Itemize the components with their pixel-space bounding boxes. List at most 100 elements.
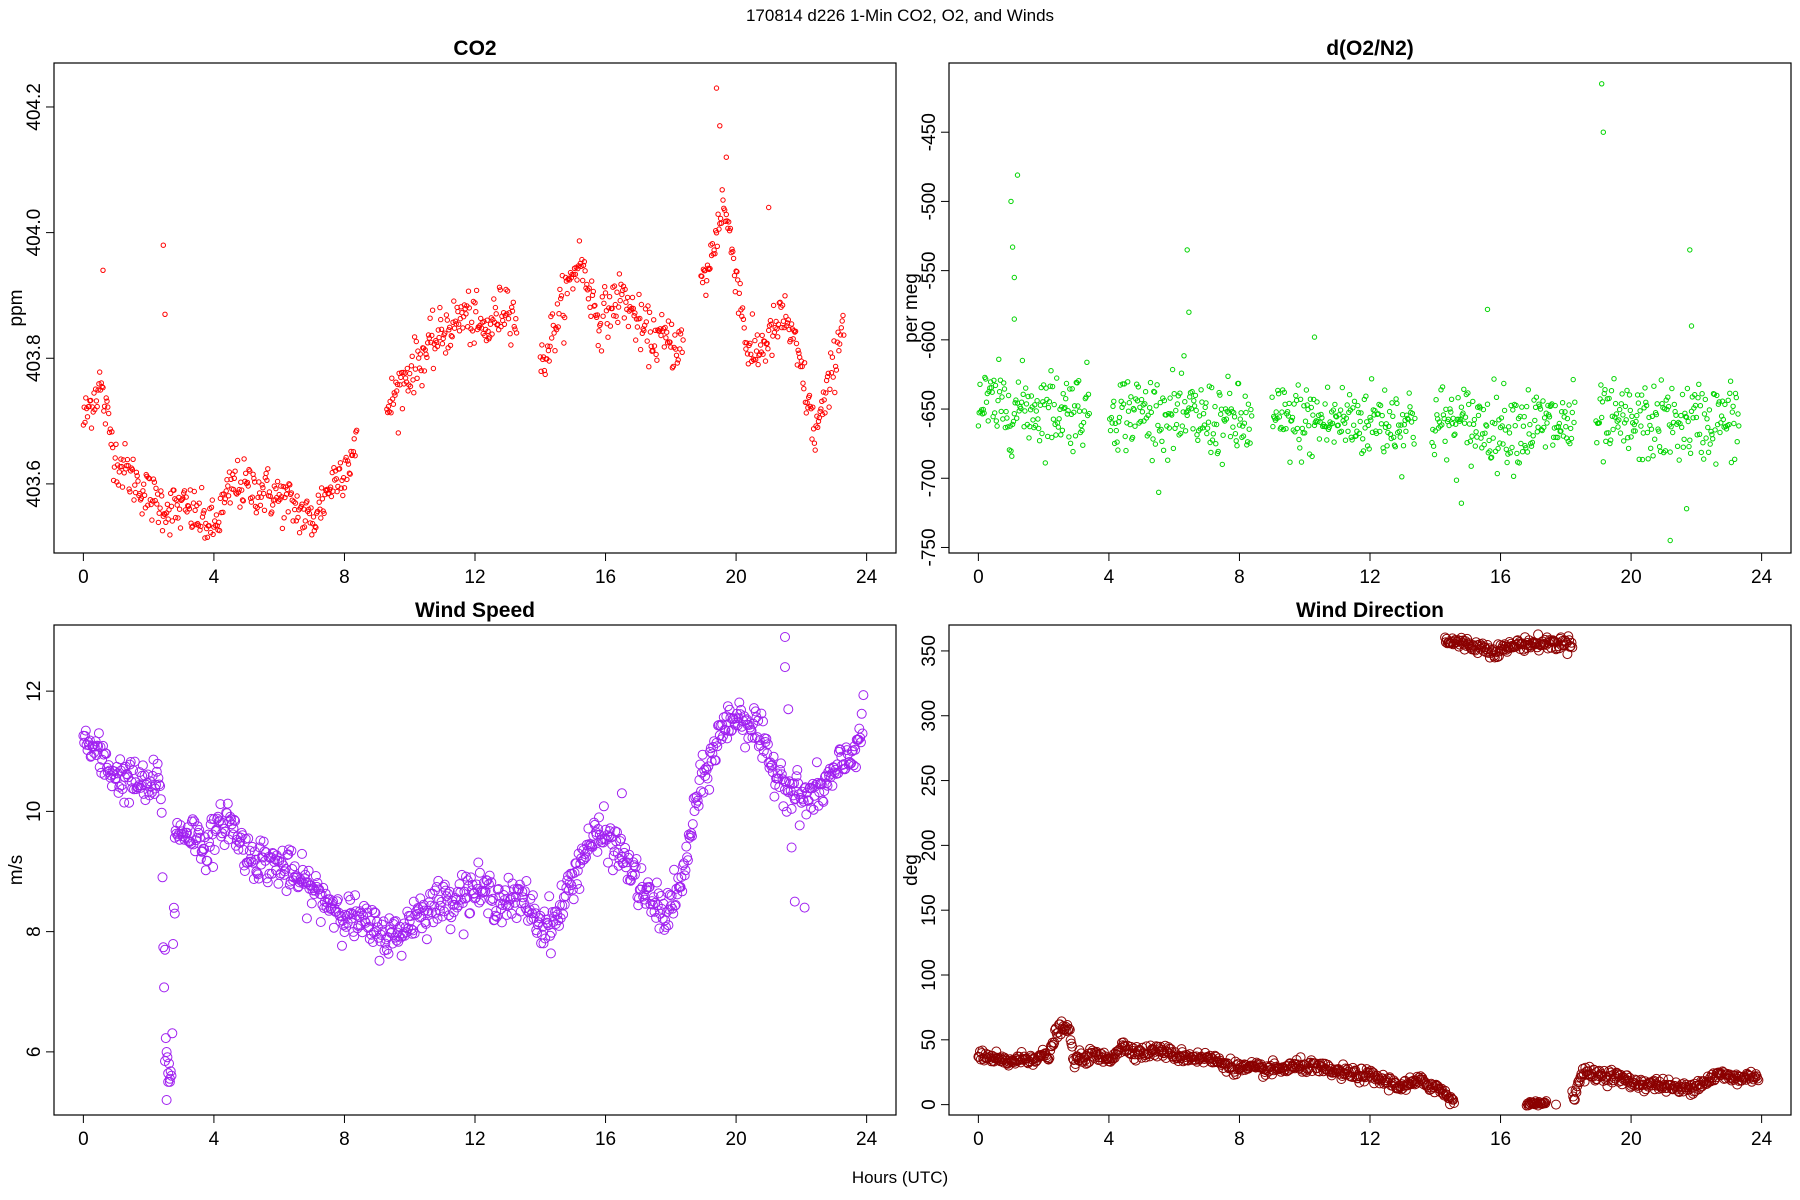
data-point — [664, 329, 670, 335]
data-point — [637, 315, 643, 322]
data-point — [606, 294, 613, 300]
data-point — [333, 476, 339, 482]
data-point — [1245, 401, 1252, 407]
y-tick-label: 350 — [919, 635, 940, 667]
data-point — [1111, 398, 1117, 404]
data-point — [415, 348, 421, 354]
y-tick-label: -550 — [919, 252, 940, 290]
data-point — [1600, 129, 1607, 135]
data-point — [1697, 403, 1704, 409]
data-point — [834, 744, 845, 755]
data-point — [1132, 423, 1138, 429]
data-point — [545, 948, 556, 959]
data-point — [547, 343, 553, 349]
data-point — [1733, 394, 1740, 401]
data-point — [264, 477, 270, 483]
data-point — [225, 493, 232, 499]
data-point — [833, 367, 840, 373]
data-point — [122, 441, 128, 447]
data-point — [496, 284, 503, 290]
data-point — [471, 879, 482, 890]
data-point — [616, 788, 627, 799]
data-point — [253, 869, 263, 880]
data-point — [233, 844, 244, 855]
data-point — [408, 363, 415, 369]
data-point — [1661, 406, 1668, 412]
data-point — [592, 302, 598, 309]
data-point — [1726, 421, 1732, 428]
data-point — [130, 777, 141, 788]
data-point — [244, 479, 251, 486]
data-point — [546, 927, 557, 938]
data-point — [295, 514, 301, 521]
data-point — [1525, 387, 1532, 393]
data-point — [611, 283, 618, 289]
data-point — [312, 878, 323, 888]
data-point — [1151, 389, 1158, 395]
data-point — [1430, 443, 1437, 449]
data-point — [425, 340, 431, 346]
data-point — [1520, 423, 1527, 429]
data-point — [1728, 459, 1735, 466]
data-point — [1280, 426, 1287, 433]
data-point — [396, 950, 407, 961]
data-point — [1604, 1066, 1615, 1077]
data-point — [1116, 414, 1123, 421]
data-point — [1279, 409, 1285, 415]
data-point — [1203, 400, 1209, 406]
data-point — [1598, 382, 1604, 388]
data-point — [765, 757, 776, 768]
data-point — [1046, 399, 1053, 405]
data-point — [1204, 425, 1211, 431]
data-point — [490, 910, 501, 921]
data-point — [366, 929, 377, 940]
data-point — [352, 453, 358, 459]
data-point — [589, 278, 595, 284]
data-point — [1609, 413, 1616, 419]
data-point — [402, 370, 408, 376]
data-point — [1196, 413, 1203, 419]
data-point — [1129, 434, 1136, 441]
data-point — [1209, 384, 1215, 391]
data-point — [223, 488, 229, 494]
data-point — [646, 364, 652, 370]
data-point — [1687, 247, 1693, 253]
plot-frame — [53, 62, 897, 554]
data-point — [263, 470, 269, 477]
data-point — [1727, 390, 1733, 396]
y-tick-label: 8 — [24, 926, 45, 937]
data-point — [570, 286, 576, 292]
data-point — [168, 503, 175, 509]
data-point — [593, 824, 604, 834]
data-point — [700, 771, 711, 781]
data-point — [768, 321, 774, 327]
data-point — [94, 403, 100, 410]
data-point — [1161, 397, 1168, 404]
data-point — [616, 271, 623, 277]
data-point — [427, 315, 433, 321]
data-point — [581, 259, 587, 265]
data-point — [1275, 391, 1282, 397]
data-point — [296, 530, 303, 536]
data-point — [1049, 434, 1055, 441]
data-point — [992, 382, 999, 389]
data-point — [762, 358, 769, 364]
data-point — [838, 759, 849, 770]
data-point — [405, 388, 411, 394]
data-point — [191, 488, 198, 495]
data-point — [116, 469, 123, 475]
data-point — [451, 298, 457, 304]
data-point — [1166, 425, 1173, 431]
data-point — [1157, 399, 1164, 406]
data-point — [349, 452, 356, 458]
data-point — [765, 346, 771, 352]
data-point — [1181, 353, 1187, 359]
data-point — [162, 511, 168, 518]
data-point — [325, 904, 336, 914]
data-point — [714, 243, 720, 250]
data-point — [1180, 409, 1186, 415]
data-point — [1541, 424, 1547, 431]
data-point — [1720, 416, 1727, 423]
data-point — [86, 403, 92, 410]
panel-title: Wind Speed — [415, 599, 535, 622]
